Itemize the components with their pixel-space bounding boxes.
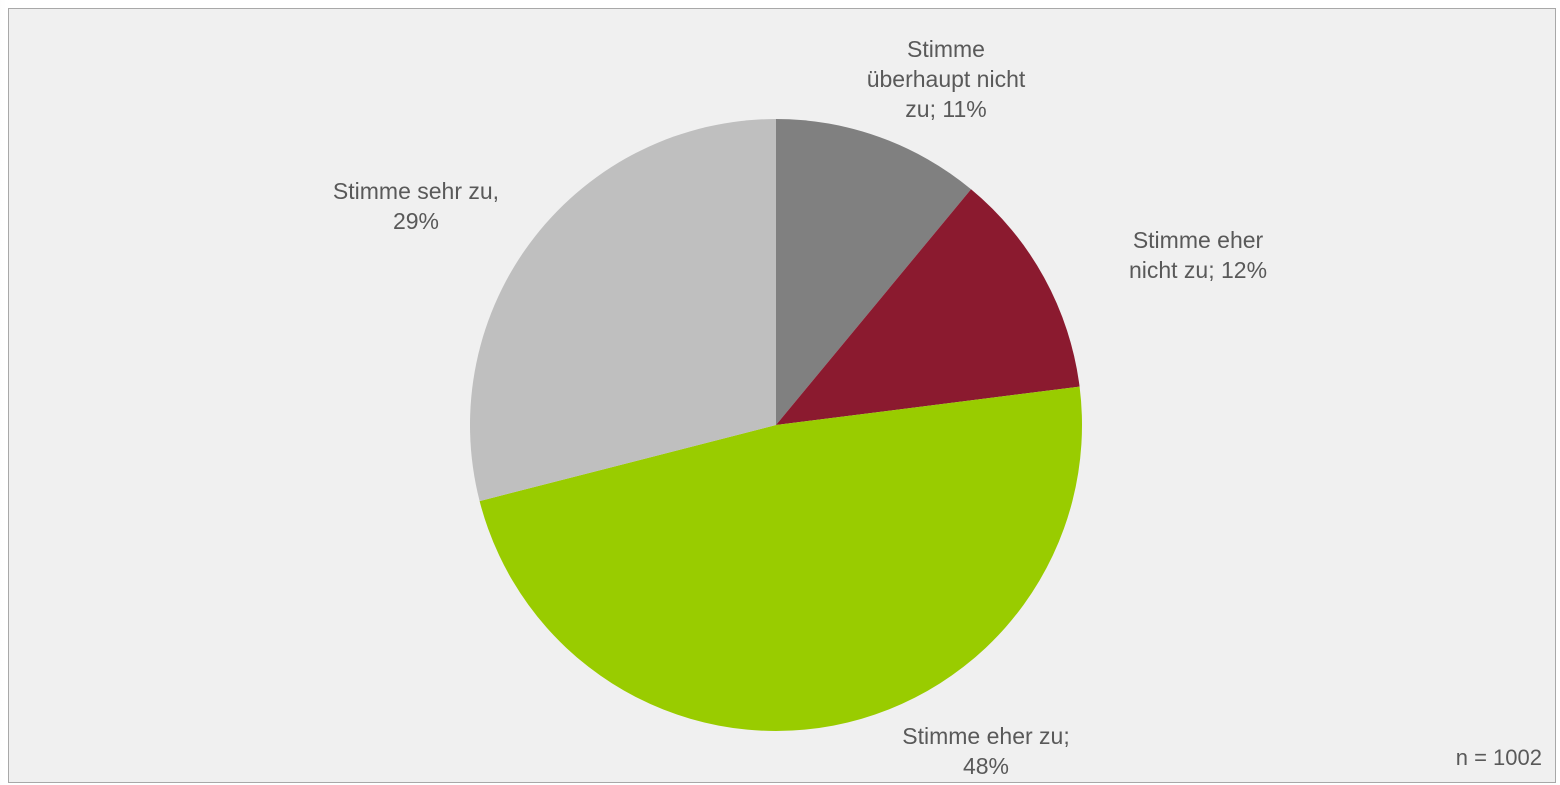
page-edge [0,0,6,785]
slice-label-stimme-eher-nicht-zu: Stimme eher nicht zu; 12% [1128,227,1268,283]
pie-slice-stimme-sehr-zu [470,119,776,502]
pie-slice-stimme-eher-zu [479,386,1083,732]
pie-slice-stimme-ueberhaupt-nicht-zu [776,119,972,425]
slice-label-stimme-sehr-zu: Stimme sehr zu, 29% [332,178,500,234]
slice-label-stimme-eher-zu: Stimme eher zu; 48% [902,723,1070,779]
sample-size-note: n = 1002 [1455,745,1542,770]
slice-label-stimme-ueberhaupt-nicht-zu: Stimme überhaupt nicht zu; 11% [866,36,1026,122]
pie-slice-stimme-eher-nicht-zu [776,189,1080,425]
